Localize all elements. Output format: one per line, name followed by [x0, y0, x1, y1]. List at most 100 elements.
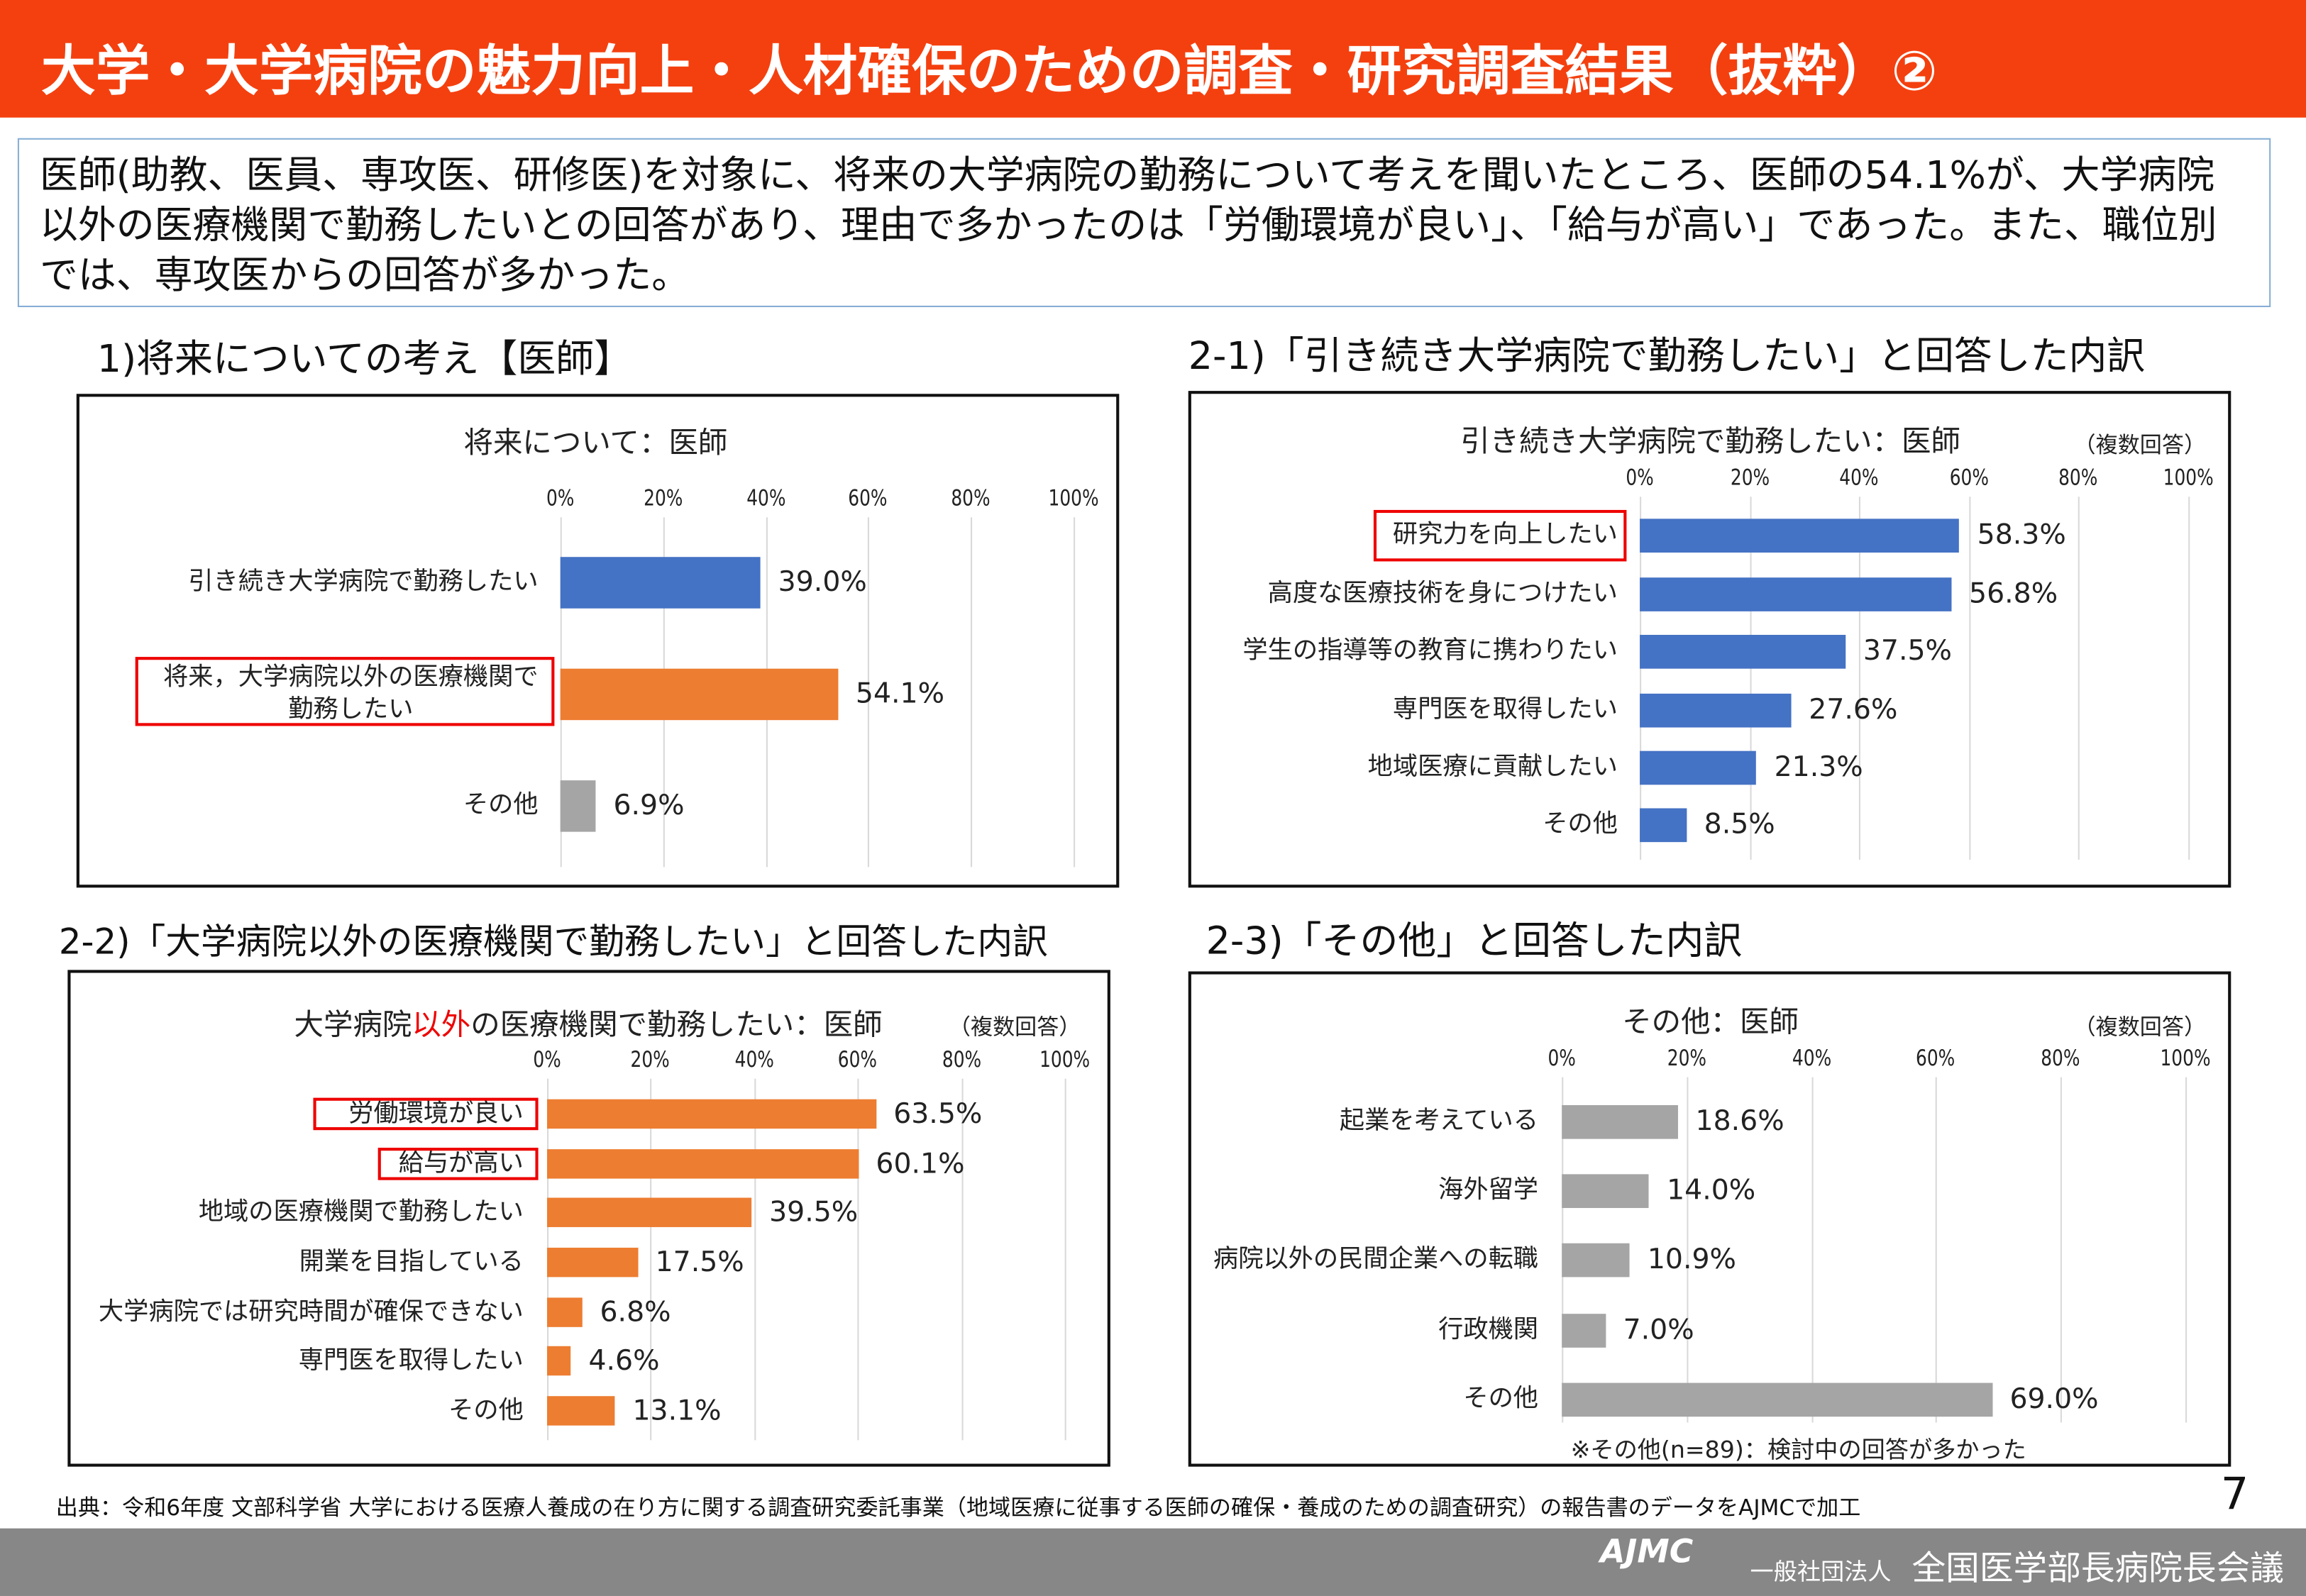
x-tick-label: 80%	[2041, 1045, 2080, 1072]
category-label: 学生の指導等の教育に携わりたい	[1242, 636, 1618, 666]
data-label: 27.6%	[1809, 693, 1898, 726]
chart-title-part: 大学病院	[294, 1007, 412, 1042]
multiple-answer-note: （複数回答）	[2073, 1014, 2207, 1041]
category-label: 地域の医療機関で勤務したい	[198, 1197, 524, 1227]
highlight-box	[1373, 509, 1627, 562]
chart-title-emphasis: 以外	[412, 1007, 471, 1042]
category-label: 研究力を向上したい	[1392, 520, 1618, 550]
data-label: 18.6%	[1695, 1104, 1784, 1138]
bar	[547, 1099, 876, 1129]
x-tick-label: 100%	[1039, 1046, 1091, 1073]
bar	[560, 556, 761, 608]
x-tick-label: 0%	[533, 1046, 561, 1073]
category-label: 海外留学	[1438, 1175, 1539, 1205]
bar	[560, 780, 596, 831]
category-label: 行政機関	[1438, 1315, 1539, 1345]
bar	[547, 1396, 615, 1426]
summary-box: 医師(助教、医員、専攻医、研修医)を対象に、将来の大学病院の勤務について考えを聞…	[17, 138, 2271, 308]
bar	[1640, 518, 1960, 552]
x-tick-label: 80%	[942, 1046, 981, 1073]
data-label: 10.9%	[1647, 1243, 1736, 1276]
category-label: 引き続き大学病院で勤務したい	[188, 567, 539, 597]
gridline	[2060, 1077, 2063, 1423]
category-label: 地域医療に貢献したい	[1367, 752, 1618, 782]
x-tick-label: 80%	[2058, 464, 2099, 491]
gridline	[1968, 497, 1970, 860]
gridline	[2078, 497, 2080, 860]
gridline	[1064, 1078, 1066, 1441]
data-label: 69.0%	[2009, 1382, 2099, 1416]
bar	[1640, 807, 1687, 842]
ajmc-logo: AJMC	[1600, 1534, 1694, 1571]
category-label: その他	[1543, 809, 1618, 839]
x-tick-label: 60%	[849, 484, 888, 511]
x-tick-label: 40%	[746, 484, 785, 511]
x-tick-label: 20%	[643, 484, 683, 511]
data-label: 14.0%	[1667, 1174, 1756, 1207]
header-bar	[0, 0, 2306, 118]
data-label: 8.5%	[1704, 808, 1775, 841]
highlight-box	[313, 1097, 539, 1131]
bar	[1640, 633, 1846, 668]
multiple-answer-note: （複数回答）	[2073, 432, 2207, 459]
x-tick-label: 20%	[1730, 464, 1770, 491]
page-title: 大学・大学病院の魅力向上・人材確保のための調査・研究調査結果（抜粋）②	[41, 39, 1938, 104]
x-tick-label: 60%	[838, 1046, 878, 1073]
x-tick-label: 20%	[631, 1046, 671, 1073]
gridline	[2188, 497, 2190, 860]
bar	[1640, 750, 1757, 785]
x-tick-label: 100%	[2163, 464, 2214, 491]
data-label: 17.5%	[655, 1246, 744, 1279]
data-label: 6.8%	[600, 1296, 671, 1329]
category-label: 病院以外の民間企業への転職	[1213, 1244, 1539, 1275]
bar	[1562, 1242, 1630, 1277]
multiple-answer-note: （複数回答）	[948, 1014, 1081, 1041]
data-label: 37.5%	[1863, 635, 1952, 667]
x-tick-label: 60%	[1949, 464, 1989, 491]
chart-footnote: ※その他(n=89)：検討中の回答が多かった	[1570, 1436, 2026, 1464]
x-tick-label: 40%	[1839, 464, 1879, 491]
category-label: 高度な医療技術を身につけたい	[1267, 579, 1618, 609]
x-tick-label: 0%	[546, 484, 575, 511]
bar	[547, 1197, 752, 1227]
gridline	[1811, 1077, 1813, 1423]
section-title-2-2: 2-2)「大学病院以外の医療機関で勤務したい」と回答した内訳	[58, 921, 1048, 963]
bar	[1640, 692, 1792, 727]
x-tick-label: 80%	[951, 484, 991, 511]
chart-title: 大学病院以外の医療機関で勤務したい：医師	[294, 1001, 883, 1043]
data-label: 39.0%	[778, 565, 867, 599]
category-label: その他	[1463, 1384, 1539, 1414]
chart-box-leave	[67, 970, 1110, 1467]
x-tick-label: 20%	[1667, 1045, 1706, 1072]
category-label: 専門医を取得したい	[1392, 694, 1618, 725]
chart-title-part: の医療機関で勤務したい：医師	[470, 1007, 883, 1042]
gridline	[971, 517, 973, 868]
bar	[1640, 577, 1952, 611]
category-label: 開業を目指している	[299, 1247, 524, 1278]
x-tick-label: 0%	[1548, 1045, 1576, 1072]
category-label: 起業を考えている	[1339, 1107, 1539, 1136]
section-title-1: 1)将来についての考え【医師】	[96, 338, 633, 382]
section-title-2-3: 2-3)「その他」と回答した内訳	[1206, 919, 1743, 965]
gridline	[1859, 497, 1861, 860]
category-label: 将来，大学病院以外の医療機関で 勤務したい	[163, 663, 539, 725]
section-title-2-1: 2-1)「引き続き大学病院で勤務したい」と回答した内訳	[1188, 335, 2146, 379]
category-label: その他	[463, 790, 539, 821]
chart-title: 引き続き大学病院で勤務したい：医師	[1460, 423, 1960, 459]
bar	[547, 1149, 859, 1179]
source-citation: 出典：令和6年度 文部科学省 大学における医療人養成の在り方に関する調査研究委託…	[55, 1495, 1861, 1522]
data-label: 13.1%	[632, 1395, 722, 1427]
chart-box-other	[1188, 971, 2231, 1467]
gridline	[1074, 517, 1076, 868]
org-prefix: 一般社団法人	[1750, 1558, 1892, 1586]
gridline	[1749, 497, 1751, 860]
x-tick-label: 40%	[1792, 1045, 1831, 1072]
data-label: 56.8%	[1969, 577, 2058, 610]
x-tick-label: 100%	[2160, 1045, 2211, 1072]
category-label: 給与が高い	[398, 1149, 524, 1179]
highlight-box	[135, 657, 555, 726]
data-label: 6.9%	[613, 789, 685, 822]
gridline	[961, 1078, 963, 1441]
x-tick-label: 60%	[1916, 1045, 1956, 1072]
